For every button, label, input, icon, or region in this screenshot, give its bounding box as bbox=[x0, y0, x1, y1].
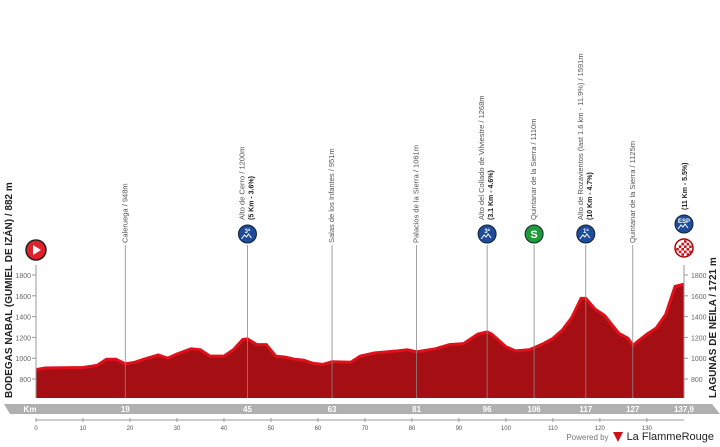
x-tick-label: 40 bbox=[221, 426, 228, 432]
finish-checker bbox=[678, 245, 682, 248]
profile-edge bbox=[35, 282, 685, 372]
y-tick-label: 1000 bbox=[15, 356, 31, 363]
mountain-icon bbox=[677, 223, 689, 230]
finish-checker bbox=[681, 253, 684, 256]
x-tick-label: 100 bbox=[501, 426, 512, 432]
mountain-category-icon bbox=[237, 224, 257, 244]
finish-checker bbox=[684, 250, 687, 254]
finish-checker bbox=[686, 242, 690, 246]
waypoint-label: Quintanar de la Sierra / 1125m bbox=[628, 141, 637, 243]
waypoint-climb-detail: (11 Km - 5.5%) bbox=[682, 163, 689, 210]
icon-label: 3ª bbox=[484, 228, 490, 235]
mountain-category-icon bbox=[674, 214, 694, 234]
mountain-icon bbox=[579, 233, 591, 240]
finish-checker bbox=[684, 240, 687, 243]
x-tick-label: 130 bbox=[642, 426, 653, 432]
km-bar-label: Km bbox=[24, 405, 37, 414]
y-tick-label: 1800 bbox=[15, 273, 31, 280]
flamme-rouge-logo-icon bbox=[612, 432, 623, 442]
y-tick-label: 800 bbox=[19, 377, 31, 384]
icon-label: S bbox=[530, 229, 537, 241]
icon-label: 1ª bbox=[583, 228, 589, 235]
x-tick-label: 10 bbox=[80, 426, 87, 432]
km-bar-value: 117 bbox=[579, 405, 592, 414]
play-icon bbox=[33, 245, 41, 255]
icon-label: ESP bbox=[678, 219, 690, 225]
x-tick-label: 60 bbox=[315, 426, 322, 432]
waypoint-label: Palacios de la Sierra / 1061m bbox=[412, 145, 421, 243]
finish-location: LAGUNAS DE NEILA / 1721 m bbox=[708, 257, 719, 398]
km-bar-value: 96 bbox=[483, 405, 492, 414]
km-bar-value: 137,9 bbox=[674, 405, 695, 414]
x-tick-label: 0 bbox=[34, 426, 38, 432]
waypoint-label: Salas de los Infantes / 951m bbox=[327, 148, 336, 243]
km-bar-value: 63 bbox=[328, 405, 337, 414]
km-bar-value: 45 bbox=[243, 405, 252, 414]
mountain-category-icon bbox=[576, 224, 596, 244]
x-tick-label: 70 bbox=[362, 426, 369, 432]
waypoint-climb-detail: (10 Km - 4.7%) bbox=[587, 172, 594, 220]
x-tick-label: 120 bbox=[595, 426, 606, 432]
start-location: BODEGAS NABAL (GUMIEL DE IZÁN) / 882 m bbox=[2, 182, 15, 398]
y-tick-label: 800 bbox=[691, 377, 703, 384]
waypoint-label: Alto del Collado de Vilviestre / 1268m bbox=[477, 95, 486, 220]
y-tick-label: 1200 bbox=[691, 335, 707, 342]
finish-checker bbox=[689, 245, 692, 248]
powered-by-text: Powered by bbox=[566, 432, 609, 442]
sprint-icon bbox=[524, 224, 544, 244]
x-tick-label: 50 bbox=[268, 426, 275, 432]
finish-checker bbox=[686, 248, 690, 251]
finish-checker bbox=[678, 250, 682, 254]
y-tick-label: 1400 bbox=[691, 315, 707, 322]
x-tick-label: 20 bbox=[127, 426, 134, 432]
y-tick-label: 1600 bbox=[15, 294, 31, 301]
powered-by: Powered by La FlammeRouge bbox=[566, 431, 714, 443]
waypoint-label: Alto de Cerro / 1200m bbox=[237, 147, 246, 220]
km-bar-value: 127 bbox=[626, 405, 640, 414]
y-tick-label: 1600 bbox=[691, 294, 707, 301]
finish-checker bbox=[686, 253, 690, 256]
finish-checker bbox=[684, 245, 687, 248]
profile-area bbox=[36, 283, 684, 398]
y-tick-label: 1000 bbox=[691, 356, 707, 363]
km-bar bbox=[4, 404, 720, 414]
x-tick-label: 80 bbox=[409, 426, 416, 432]
finish-checker bbox=[681, 248, 684, 251]
waypoint-climb-detail: (3.1 Km - 4.6%) bbox=[488, 170, 495, 220]
brand-name: La FlammeRouge bbox=[626, 431, 714, 443]
mountain-category-icon bbox=[477, 224, 497, 244]
waypoint-label: Quintanar de la Sierra / 1110m bbox=[529, 119, 538, 220]
km-bar-value: 81 bbox=[412, 405, 421, 414]
mountain-icon bbox=[241, 233, 252, 240]
x-tick-label: 90 bbox=[456, 426, 463, 432]
y-tick-label: 1200 bbox=[15, 335, 31, 342]
waypoint-label: Alto de Rozavientos (last 1.6 km - 11.9%… bbox=[576, 53, 585, 220]
y-tick-label: 1800 bbox=[691, 273, 707, 280]
x-tick-label: 30 bbox=[174, 426, 181, 432]
km-bar-value: 106 bbox=[527, 405, 541, 414]
mountain-icon bbox=[480, 233, 492, 240]
y-tick-label: 1400 bbox=[15, 315, 31, 322]
finish-checker bbox=[689, 250, 692, 254]
waypoint-climb-detail: (5 Km - 3.6%) bbox=[248, 176, 255, 220]
icon-label: 3ª bbox=[245, 228, 251, 235]
x-tick-label: 110 bbox=[548, 426, 558, 432]
km-bar-value: 19 bbox=[121, 405, 130, 414]
waypoint-label: Caleruega / 948m bbox=[120, 183, 129, 243]
finish-checker bbox=[681, 242, 684, 246]
finish-checker bbox=[676, 248, 679, 251]
